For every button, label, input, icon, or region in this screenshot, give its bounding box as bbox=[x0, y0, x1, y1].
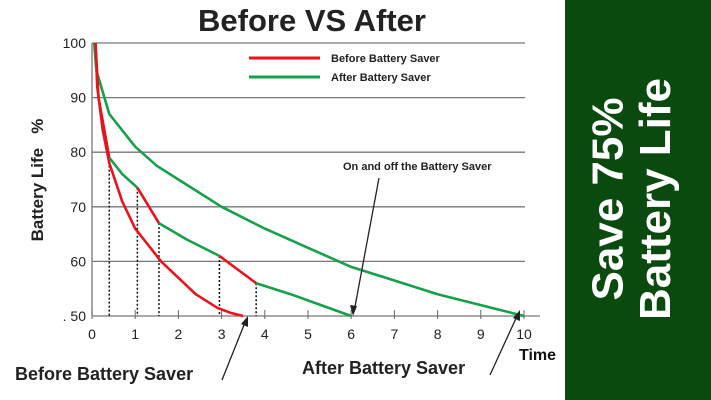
y-tick-label: 60 bbox=[70, 253, 86, 269]
legend-label-after: After Battery Saver bbox=[331, 72, 431, 84]
x-tick-label: 8 bbox=[434, 326, 442, 342]
x-tick-label: 5 bbox=[304, 326, 312, 342]
x-tick-label: 1 bbox=[131, 326, 139, 342]
before-series-line bbox=[94, 42, 244, 318]
on-off-segment bbox=[108, 156, 139, 189]
on-off-segment bbox=[136, 187, 161, 224]
arrowhead-after bbox=[513, 310, 520, 321]
x-tick-label: 10 bbox=[516, 326, 532, 342]
arrowhead-before bbox=[241, 316, 248, 327]
y-axis-label: Battery Life % bbox=[28, 119, 47, 242]
promo-banner: Save 75% Battery Life bbox=[565, 0, 711, 400]
y-tick-label: 80 bbox=[70, 144, 86, 160]
x-axis-label: Time bbox=[519, 347, 556, 364]
x-tick-label: 7 bbox=[391, 326, 399, 342]
y-tick-label: 90 bbox=[70, 90, 86, 106]
legend-label-before: Before Battery Saver bbox=[331, 53, 441, 65]
banner-line-2: Battery Life bbox=[631, 77, 681, 321]
on-off-segment bbox=[255, 281, 352, 318]
y-tick-label: 70 bbox=[70, 199, 86, 215]
x-tick-label: 4 bbox=[261, 326, 269, 342]
on-off-segment bbox=[94, 42, 111, 158]
battery-chart: Before VS After 100 90 80 70 60 . 500 1 2 3 4 5 6 7 8… bbox=[15, 3, 556, 384]
on-off-segment bbox=[158, 222, 220, 258]
x-tick-label: 0 bbox=[88, 326, 96, 342]
on-off-segment bbox=[218, 254, 257, 285]
arrow-before bbox=[221, 319, 247, 381]
annotation-on-off: On and off the Battery Saver bbox=[343, 161, 492, 173]
arrow-after bbox=[489, 313, 519, 376]
arrowhead-on-off bbox=[350, 305, 357, 316]
x-tick-label: 6 bbox=[347, 326, 355, 342]
annotation-after: After Battery Saver bbox=[302, 358, 465, 378]
legend: Before Battery Saver After Battery Saver bbox=[249, 53, 441, 84]
x-tick-label: 2 bbox=[175, 326, 183, 342]
chart-title: Before VS After bbox=[198, 3, 426, 38]
annotation-before: Before Battery Saver bbox=[15, 364, 193, 384]
y-tick-label: 100 bbox=[63, 35, 87, 51]
x-tick-label: 3 bbox=[218, 326, 226, 342]
arrow-on-off bbox=[353, 177, 380, 313]
banner-line-1: Save 75% bbox=[583, 97, 633, 301]
y-tick-label: . 50 bbox=[63, 308, 87, 324]
after-series-line bbox=[92, 42, 525, 318]
x-tick-label: 9 bbox=[477, 326, 485, 342]
